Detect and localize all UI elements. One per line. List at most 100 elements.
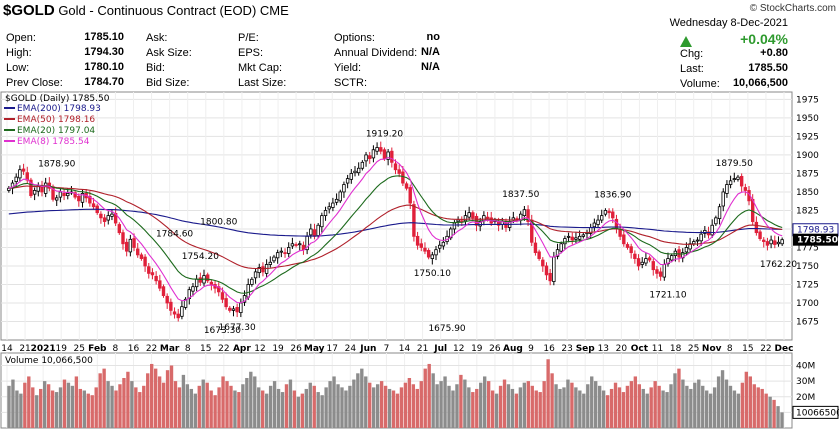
candle-body [375,147,379,152]
candle-body [294,244,298,246]
volume-bar [708,393,713,428]
volume-bar [732,390,737,428]
volume-bar [185,384,190,428]
candle-body [66,193,70,197]
volume-bar [161,382,166,428]
candle-body [309,228,313,236]
volume-bar [122,378,126,428]
volume-bar [312,385,316,428]
volume-bar [197,385,201,428]
open-value: 1785.10 [84,31,124,43]
candle-body [55,197,59,201]
volume-bar [697,379,701,428]
volume-bar [681,379,685,428]
prev-close-value: 1784.70 [84,76,124,88]
volume-bar [280,392,285,428]
price-annotation: 1675.90 [428,324,465,334]
volume-bar [562,387,566,428]
volume-bar [712,387,717,428]
candle-body [441,241,446,247]
x-tick-label: 25 [74,344,85,354]
candle-body [574,237,578,240]
volume-bar [39,388,43,428]
volume-bar [526,381,530,428]
volume-bar [597,385,602,428]
x-tick-label: 8 [727,344,733,354]
volume-bar [27,376,31,428]
volume-bar [90,395,94,428]
candle-body [566,235,571,238]
x-tick-label: 21 [19,344,30,354]
volume-bar [760,388,764,428]
volume-bar [673,373,677,428]
volume-bar [637,384,641,428]
volume-bar [411,384,416,428]
volume-bar [150,363,154,428]
volume-bar [189,388,194,428]
volume-bar [193,393,197,428]
candle-body [725,184,729,194]
volume-bar [728,385,733,428]
volume-bar [431,373,435,428]
volume-bar [138,392,142,428]
candle-body [194,278,199,288]
candle-body [552,256,556,282]
legend-label: EMA(8) 1785.54 [17,137,90,147]
candle-body [110,213,114,217]
volume-bar [471,392,475,428]
candle-body [106,215,110,221]
candle-body [386,151,390,160]
candle-body [124,241,129,252]
x-tick-label: 21 [417,344,428,354]
price-tick-label: 1850 [796,188,819,198]
volume-bar [249,371,253,428]
x-tick-label: 17 [327,344,338,354]
dividend-label: Annual Dividend: [334,47,418,59]
candle-body [279,250,284,253]
candle-body [611,211,615,219]
legend-label: EMA(20) 1797.04 [17,126,95,136]
volume-bar [641,388,645,428]
volume-bar [486,381,491,428]
price-tick-label: 1925 [796,132,819,142]
candle-body [618,228,622,237]
volume-bar [364,376,368,428]
last-value: 1785.50 [748,62,788,74]
candle-body [323,210,328,217]
candle-body [136,248,140,256]
volume-bar [35,395,39,428]
x-tick-label: 16 [128,344,140,354]
price-annotation: 1800.80 [200,217,237,227]
volume-bar [550,373,554,428]
candle-body [622,234,626,245]
candle-body [364,154,368,162]
x-tick-label: 23 [561,344,572,354]
volume-bar [467,387,471,428]
candle-body [555,249,560,257]
candle-body [577,235,582,240]
volume-bar [586,384,590,428]
volume-bar [534,390,538,428]
candle-body [456,219,460,222]
candle-body [77,195,81,202]
candle-body [773,240,777,245]
candle-body [368,155,372,160]
volume-bar [348,385,352,428]
volume-bar [530,385,534,428]
candle-body [754,221,759,234]
security-name: Gold - Continuous Contract (EOD) [58,3,257,18]
volume-bar [146,373,150,428]
candle-body [327,206,331,210]
x-tick-label: Jul [433,344,447,354]
candle-body [169,301,173,311]
open-label: Open: [6,32,36,44]
candle-body [29,179,33,197]
volume-bar [304,388,308,428]
candle-body [607,210,611,214]
high-label: High: [6,47,32,59]
volume-bar [514,393,519,428]
candle-body [345,178,350,184]
volume-bar [272,381,277,428]
candle-body [423,247,427,252]
price-annotation: 1878.90 [38,160,75,170]
